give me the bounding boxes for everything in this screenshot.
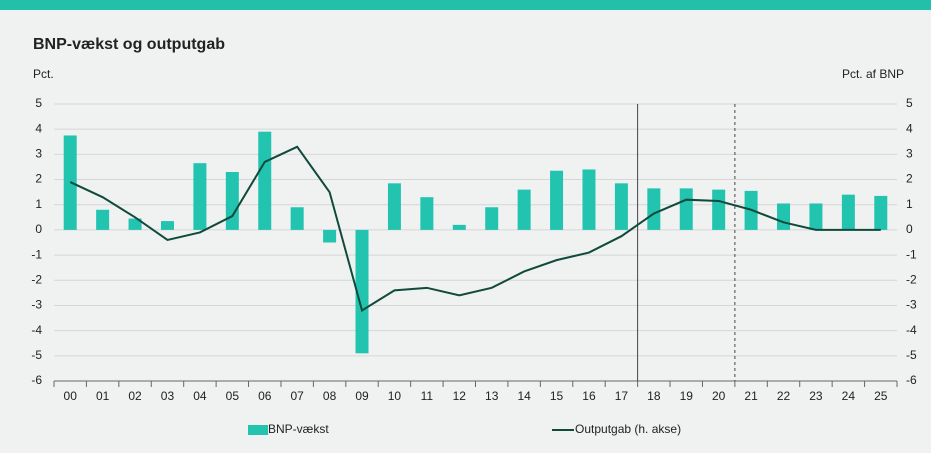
bar — [420, 197, 434, 230]
y-axis-label: Pct. — [33, 67, 54, 81]
y-tick-label: -6 — [31, 373, 42, 387]
bar — [96, 209, 110, 230]
bar — [355, 229, 369, 354]
bar — [160, 221, 174, 230]
legend-label: Outputgab (h. akse) — [575, 422, 681, 436]
x-tick-label: 15 — [550, 389, 564, 403]
y2-tick-label: 5 — [906, 96, 913, 110]
x-tick-label: 19 — [680, 389, 694, 403]
x-tick-label: 14 — [517, 389, 531, 403]
y2-tick-label: -3 — [906, 298, 917, 312]
y-tick-label: 4 — [35, 121, 42, 135]
bar — [777, 203, 791, 230]
bar — [128, 218, 142, 230]
x-tick-label: 00 — [64, 389, 78, 403]
x-tick-label: 17 — [615, 389, 629, 403]
bar — [323, 229, 337, 243]
x-tick-label: 20 — [712, 389, 726, 403]
x-tick-label: 21 — [744, 389, 758, 403]
y2-tick-label: 4 — [906, 121, 913, 135]
x-tick-label: 25 — [874, 389, 888, 403]
y2-tick-label: 3 — [906, 147, 913, 161]
bar — [647, 188, 661, 230]
x-tick-label: 13 — [485, 389, 499, 403]
bar — [582, 169, 596, 230]
bar — [614, 183, 628, 230]
x-tick-label: 04 — [193, 389, 207, 403]
y-tick-label: 3 — [35, 147, 42, 161]
y2-tick-label: 0 — [906, 222, 913, 236]
x-tick-label: 18 — [647, 389, 661, 403]
y-tick-label: -5 — [31, 348, 42, 362]
y-tick-label: -4 — [31, 323, 42, 337]
y-tick-label: -1 — [31, 247, 42, 261]
chart-title: BNP-vækst og outputgab — [33, 36, 225, 53]
bar — [193, 163, 207, 230]
bar — [712, 189, 726, 230]
y2-axis-label: Pct. af BNP — [842, 67, 904, 81]
y2-tick-label: 2 — [906, 172, 913, 186]
bar — [452, 224, 466, 230]
y2-tick-label: -5 — [906, 348, 917, 362]
y-tick-label: -2 — [31, 272, 42, 286]
top-banner — [0, 0, 931, 10]
y-tick-label: 1 — [35, 197, 42, 211]
x-tick-label: 02 — [128, 389, 142, 403]
x-tick-label: 12 — [453, 389, 467, 403]
bar — [517, 189, 531, 230]
x-tick-label: 07 — [290, 389, 304, 403]
y2-tick-label: -4 — [906, 323, 917, 337]
y2-tick-label: -6 — [906, 373, 917, 387]
y-tick-label: 5 — [35, 96, 42, 110]
x-tick-label: 10 — [388, 389, 402, 403]
x-tick-label: 23 — [809, 389, 823, 403]
x-tick-label: 03 — [161, 389, 175, 403]
bar — [485, 207, 499, 230]
bar — [290, 207, 304, 230]
legend-label: BNP-vækst — [268, 422, 329, 436]
x-tick-label: 24 — [842, 389, 856, 403]
x-tick-label: 01 — [96, 389, 110, 403]
y-tick-label: -3 — [31, 298, 42, 312]
bar — [874, 195, 888, 230]
x-tick-label: 16 — [582, 389, 596, 403]
bar — [550, 170, 564, 230]
x-tick-label: 11 — [421, 389, 434, 403]
y2-tick-label: -2 — [906, 272, 917, 286]
x-tick-label: 05 — [226, 389, 240, 403]
x-tick-label: 06 — [258, 389, 272, 403]
x-tick-label: 22 — [777, 389, 791, 403]
bar — [809, 203, 823, 230]
bar — [679, 188, 693, 230]
x-tick-label: 09 — [355, 389, 369, 403]
legend-swatch — [248, 425, 268, 435]
y-tick-label: 2 — [35, 172, 42, 186]
y2-tick-label: -1 — [906, 247, 917, 261]
line — [69, 145, 881, 313]
bar — [387, 183, 401, 230]
bar — [258, 131, 272, 230]
bar — [841, 194, 855, 230]
y-tick-label: 0 — [35, 222, 42, 236]
y2-tick-label: 1 — [906, 197, 913, 211]
x-tick-label: 08 — [323, 389, 337, 403]
bar — [225, 171, 239, 230]
